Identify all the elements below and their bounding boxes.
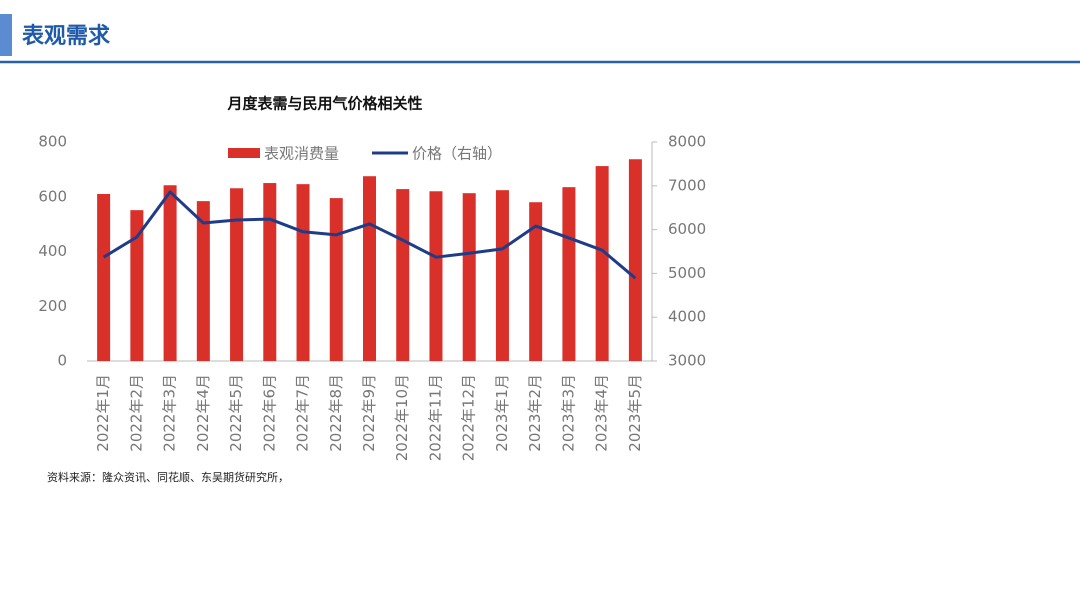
bar <box>130 210 144 361</box>
y2-tick-label: 6000 <box>668 220 706 238</box>
x-tick-label: 2022年4月 <box>194 374 212 452</box>
x-tick-label: 2022年6月 <box>260 374 278 452</box>
y2-tick-label: 3000 <box>668 352 706 370</box>
x-tick-label: 2022年2月 <box>127 374 145 452</box>
bar <box>529 202 543 361</box>
bar <box>363 176 376 361</box>
bar <box>296 184 310 361</box>
y2-tick-label: 5000 <box>668 264 706 282</box>
x-tick-label: 2022年10月 <box>393 374 411 461</box>
source-note: 资料来源：隆众资讯、同花顺、东吴期货研究所， <box>47 470 289 484</box>
x-tick-label: 2023年1月 <box>493 374 511 452</box>
y-tick-label: 800 <box>38 133 67 151</box>
legend-label: 表观消费量 <box>264 145 339 163</box>
y2-tick-label: 7000 <box>668 176 706 194</box>
x-tick-label: 2022年9月 <box>360 374 378 452</box>
x-tick-label: 2022年5月 <box>227 374 245 452</box>
bar <box>97 194 111 361</box>
x-tick-label: 2022年7月 <box>294 374 312 452</box>
header-title: 表观需求 <box>22 24 110 49</box>
y-tick-label: 200 <box>38 297 67 315</box>
bar <box>562 187 576 361</box>
bar <box>230 188 244 361</box>
bar <box>595 166 609 361</box>
y2-tick-label: 8000 <box>668 133 706 151</box>
price-line <box>102 190 637 280</box>
x-tick-label: 2023年5月 <box>626 374 644 452</box>
chart-title: 月度表需与民用气价格相关性 <box>226 95 422 113</box>
x-tick-label: 2022年11月 <box>426 374 444 461</box>
bar <box>628 159 642 361</box>
x-tick-label: 2022年8月 <box>327 374 345 452</box>
bar <box>329 198 343 361</box>
bar <box>495 190 509 361</box>
bar <box>396 189 410 361</box>
x-tick-label: 2022年12月 <box>460 374 478 461</box>
y-tick-label: 600 <box>38 187 67 205</box>
bar <box>263 183 277 361</box>
y-tick-label: 0 <box>57 352 67 370</box>
x-tick-label: 2022年1月 <box>94 374 112 452</box>
bar <box>196 201 210 361</box>
y-tick-label: 400 <box>38 242 67 260</box>
legend-label: 价格（右轴） <box>412 145 502 163</box>
header-marker <box>0 14 12 56</box>
bar <box>163 185 177 361</box>
x-tick-label: 2022年3月 <box>161 374 179 452</box>
y2-tick-label: 4000 <box>668 308 706 326</box>
x-tick-label: 2023年3月 <box>559 374 577 452</box>
x-tick-label: 2023年2月 <box>526 374 544 452</box>
bar <box>429 191 443 361</box>
bar <box>462 193 476 361</box>
x-tick-label: 2023年4月 <box>593 374 611 452</box>
legend-swatch <box>228 148 260 158</box>
